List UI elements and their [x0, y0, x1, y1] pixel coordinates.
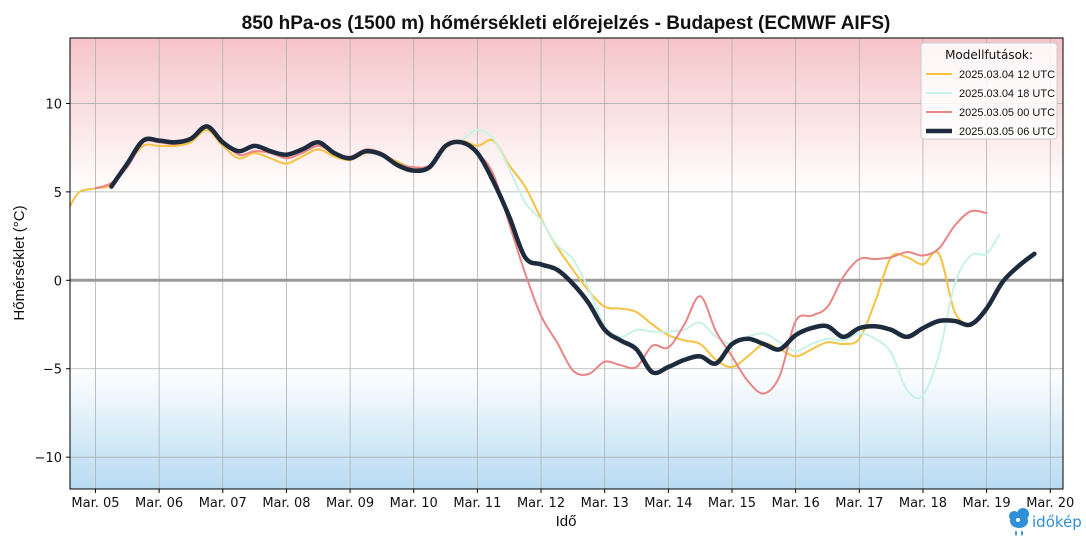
x-tick-label: Mar. 11 — [453, 496, 501, 511]
x-tick-label: Mar. 06 — [135, 496, 183, 511]
x-tick-label: Mar. 09 — [326, 496, 374, 511]
legend-box — [920, 42, 1058, 140]
series-line-3 — [94, 125, 988, 395]
x-tick-label: Mar. 12 — [517, 496, 565, 511]
x-tick-label: Mar. 14 — [644, 496, 692, 511]
series-line-4 — [109, 124, 1037, 376]
legend-label-3: 2025.03.05 00 UTC — [959, 107, 1055, 119]
logo-text: időkép — [1032, 513, 1082, 531]
x-axis-label: Idő — [556, 513, 577, 530]
x-tick-label: Mar. 07 — [199, 496, 247, 511]
x-tick-label: Mar. 15 — [708, 496, 756, 511]
legend-title: Modellfutások: — [945, 48, 1033, 62]
legend-label-2: 2025.03.04 18 UTC — [959, 88, 1055, 100]
y-tick-label: 10 — [45, 97, 62, 112]
plot-frame — [69, 37, 1064, 490]
cloud-drop-icon — [1009, 508, 1029, 536]
chart-title: 850 hPa-os (1500 m) hőmérsékleti előreje… — [242, 13, 891, 34]
x-tick-label: Mar. 18 — [899, 496, 947, 511]
y-axis-ticks: −10 −5 0 5 10 — [35, 97, 70, 466]
idokep-logo: időkép — [1009, 508, 1082, 536]
y-tick-label: 5 — [54, 186, 62, 201]
y-tick-label: −10 — [35, 451, 62, 466]
x-tick-label: Mar. 19 — [963, 496, 1011, 511]
x-tick-label: Mar. 17 — [835, 496, 883, 511]
y-axis-label: Hőmérséklet (°C) — [11, 205, 28, 320]
x-tick-label: Mar. 05 — [71, 496, 119, 511]
x-tick-label: Mar. 16 — [772, 496, 820, 511]
legend: Modellfutások: 2025.03.04 12 UTC 2025.03.… — [920, 42, 1058, 140]
background-bands — [70, 38, 1063, 489]
x-tick-label: Mar. 08 — [262, 496, 310, 511]
x-tick-label: Mar. 13 — [581, 496, 629, 511]
legend-label-1: 2025.03.04 12 UTC — [959, 69, 1055, 81]
x-axis-ticks: Mar. 05 Mar. 06 Mar. 07 Mar. 08 Mar. 09 Mar. … — [71, 489, 1074, 511]
x-tick-label: Mar. 20 — [1026, 496, 1074, 511]
legend-label-4: 2025.03.05 06 UTC — [959, 126, 1055, 138]
cold-band — [70, 368, 1063, 489]
y-tick-label: −5 — [43, 363, 62, 378]
warm-band — [70, 38, 1063, 192]
y-tick-label: 0 — [54, 274, 62, 289]
series-group — [70, 124, 1037, 400]
x-tick-label: Mar. 10 — [390, 496, 438, 511]
